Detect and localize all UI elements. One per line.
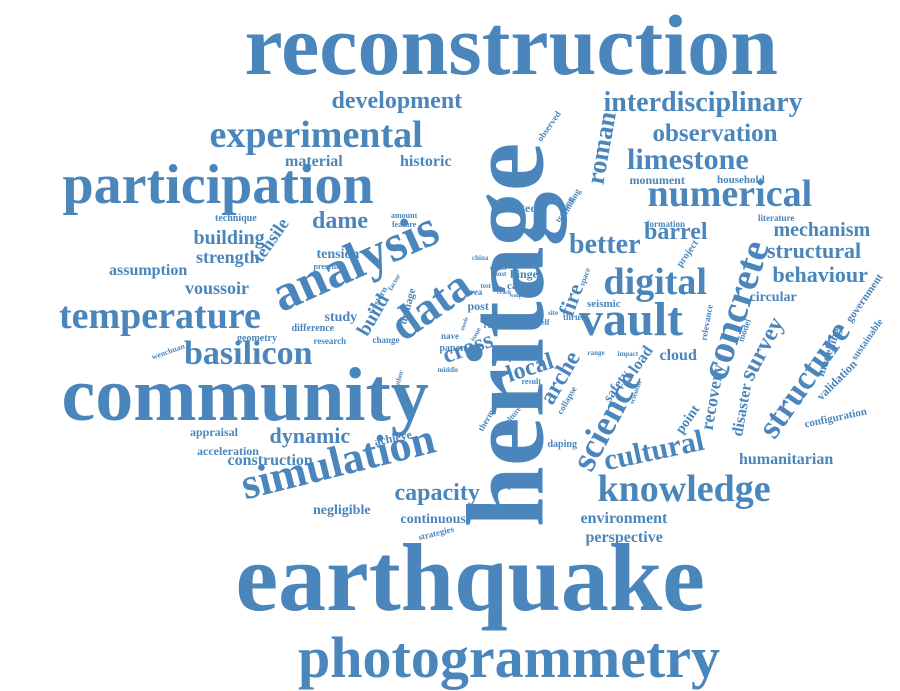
- word-roman: roman: [579, 109, 622, 187]
- word-capacity: capacity: [394, 480, 480, 506]
- word-structural: structural: [767, 238, 862, 263]
- word-limestone: limestone: [627, 143, 749, 176]
- word-construction: construction: [227, 452, 313, 469]
- word-technique: technique: [215, 213, 257, 224]
- word-range: range: [587, 348, 605, 357]
- word-dynamic: dynamic: [269, 423, 351, 448]
- word-behaviour: behaviour: [772, 262, 868, 287]
- word-configuration: configuration: [803, 405, 869, 430]
- word-earthquake: earthquake: [235, 524, 705, 631]
- word-thrust: thrust: [563, 311, 587, 322]
- word-case: case: [507, 279, 527, 292]
- word-research: research: [313, 335, 347, 346]
- word-voussoir: voussoir: [185, 278, 250, 298]
- word-seismic: seismic: [587, 297, 621, 310]
- word-monument: monument: [629, 173, 685, 187]
- word-space: space: [576, 266, 592, 288]
- word-dame: dame: [312, 208, 368, 234]
- word-sustainable: sustainable: [849, 316, 886, 363]
- word-vault: vault: [579, 293, 684, 346]
- word-geometry: geometry: [237, 333, 277, 344]
- word-participation: participation: [62, 154, 374, 216]
- word-perspective: perspective: [585, 529, 663, 546]
- word-environment: environment: [580, 510, 668, 527]
- word-negligible: negligible: [313, 503, 371, 518]
- word-humanitarian: humanitarian: [739, 451, 834, 468]
- word-observation: observation: [652, 119, 778, 147]
- word-literature: literature: [758, 212, 795, 223]
- word-change: change: [372, 334, 400, 345]
- word-crack: crack: [497, 290, 512, 296]
- word-improve: improve: [494, 476, 537, 490]
- word-post: post: [467, 299, 489, 313]
- word-most: most: [492, 269, 507, 278]
- word-hinge: hinge: [510, 267, 539, 281]
- word-circular: circular: [749, 290, 797, 305]
- word-middle: middle: [437, 365, 459, 374]
- word-continuous: continuous: [400, 512, 466, 527]
- word-wall: wall: [509, 293, 521, 299]
- word-study: study: [324, 310, 358, 325]
- word-self: self: [538, 318, 550, 327]
- word-appraisal: appraisal: [190, 425, 239, 439]
- word-feature: feature: [392, 220, 417, 229]
- word-tension: tension: [316, 247, 360, 262]
- word-impact: impact: [617, 349, 639, 358]
- word-limit: limit: [480, 311, 504, 325]
- word-household: household: [717, 173, 765, 186]
- word-test: test: [480, 281, 492, 290]
- word-numerical: numerical: [647, 173, 813, 215]
- word-material: material: [285, 153, 343, 170]
- word-experimental: experimental: [209, 114, 423, 156]
- word-rural: rural: [522, 347, 540, 356]
- word-knowledge: knowledge: [597, 468, 771, 510]
- word-photogrammetry: photogrammetry: [298, 625, 721, 690]
- word-paper: paper: [439, 343, 465, 354]
- word-present: present: [313, 262, 339, 271]
- word-help: help: [498, 353, 514, 362]
- word-community: community: [61, 353, 429, 437]
- word-assumption: assumption: [109, 262, 188, 279]
- word-disaster: disaster: [728, 382, 755, 438]
- word-effect: effect: [490, 263, 507, 272]
- word-nave: nave: [441, 330, 459, 341]
- word-peak: peak: [519, 293, 532, 299]
- word-basilicon: basilicon: [184, 335, 313, 372]
- word-digital: digital: [603, 261, 707, 303]
- word-reconstruction: reconstruction: [244, 0, 778, 93]
- word-mechanism: mechanism: [773, 219, 871, 241]
- word-barrel: barrel: [644, 219, 708, 245]
- word-vaulted: vaulted: [499, 201, 538, 215]
- word-prone: prone: [501, 322, 517, 328]
- word-china: china: [472, 253, 489, 262]
- word-daping: daping: [547, 439, 577, 450]
- word-role: role: [483, 319, 499, 330]
- word-site: site: [548, 308, 559, 317]
- word-building: building: [193, 227, 265, 249]
- word-result: result: [521, 377, 541, 386]
- word-observed: observed: [534, 108, 563, 143]
- word-acceleration: acceleration: [197, 444, 259, 458]
- word-interdisciplinary: interdisciplinary: [603, 87, 803, 118]
- word-formation: formation: [646, 218, 686, 229]
- word-development: development: [331, 88, 463, 114]
- word-better: better: [569, 229, 641, 260]
- word-temperature: temperature: [59, 295, 261, 337]
- word-cloud: cloud: [659, 347, 697, 364]
- word-difference: difference: [291, 323, 335, 334]
- word-strength: strength: [196, 247, 260, 267]
- word-historic: historic: [400, 153, 452, 170]
- word-area: area: [465, 286, 483, 297]
- word-amount: amount: [391, 211, 418, 220]
